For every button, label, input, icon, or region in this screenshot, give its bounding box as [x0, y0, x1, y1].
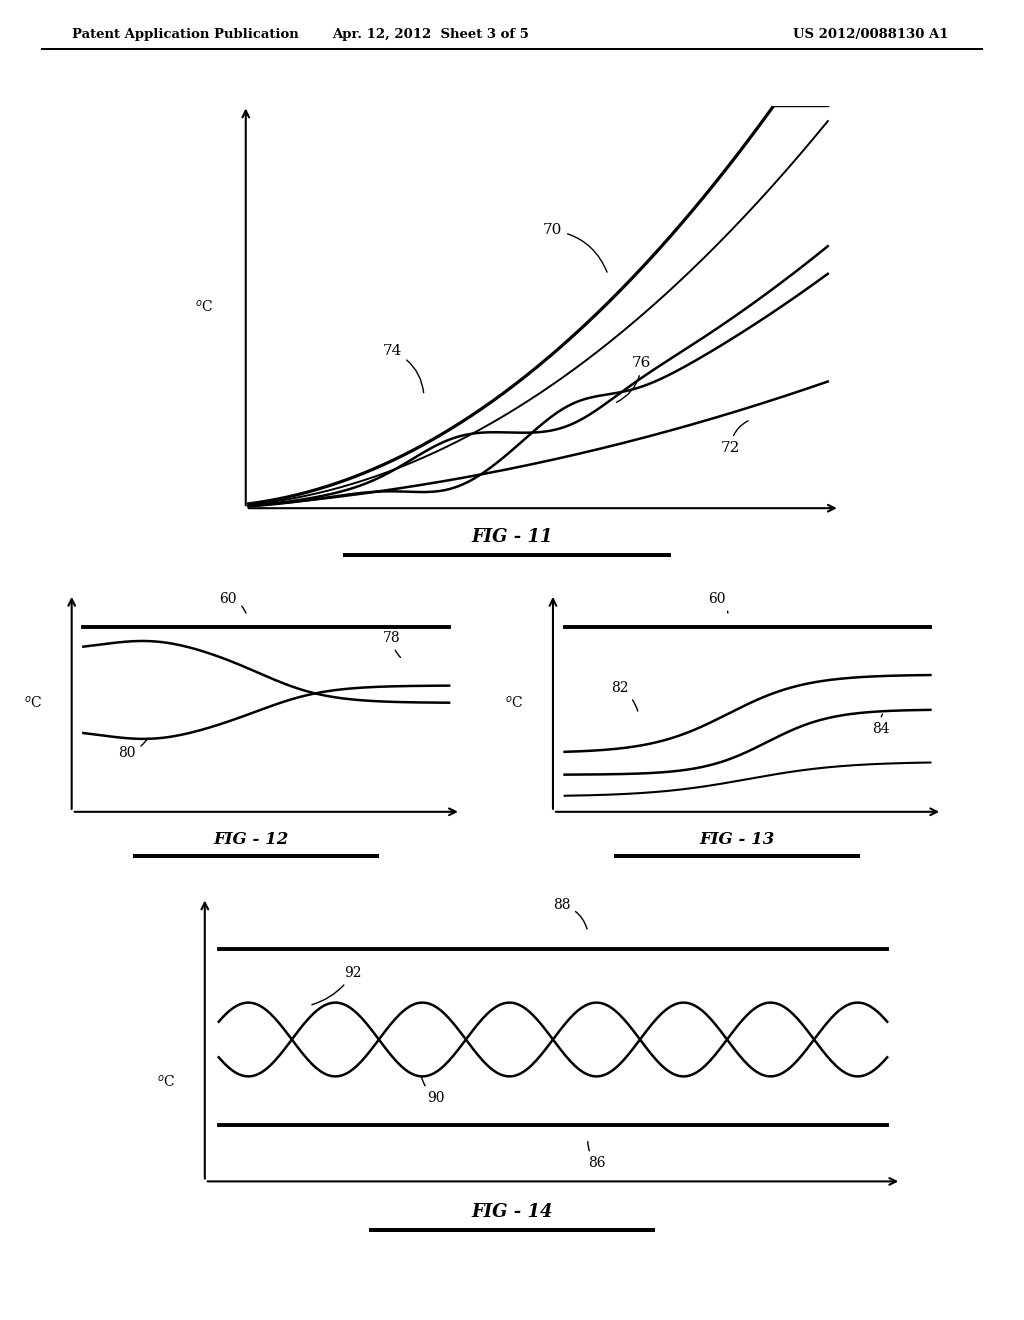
Text: Apr. 12, 2012  Sheet 3 of 5: Apr. 12, 2012 Sheet 3 of 5: [332, 28, 528, 41]
Text: 80: 80: [119, 738, 148, 760]
Text: FIG - 12: FIG - 12: [213, 832, 289, 847]
Text: 84: 84: [872, 714, 890, 737]
Text: $^o$C: $^o$C: [505, 694, 523, 711]
Text: 82: 82: [611, 681, 638, 711]
Text: US 2012/0088130 A1: US 2012/0088130 A1: [793, 28, 948, 41]
Text: FIG - 14: FIG - 14: [471, 1203, 553, 1221]
Text: $^o$C: $^o$C: [24, 694, 42, 711]
Text: 72: 72: [721, 421, 749, 455]
Text: 92: 92: [312, 966, 361, 1005]
Text: 88: 88: [553, 898, 587, 929]
Text: Patent Application Publication: Patent Application Publication: [72, 28, 298, 41]
Text: 76: 76: [616, 356, 651, 403]
Text: 70: 70: [543, 223, 607, 272]
Text: $^o$C: $^o$C: [195, 298, 213, 315]
Text: 74: 74: [382, 345, 424, 393]
Text: FIG - 13: FIG - 13: [699, 832, 775, 847]
Text: 60: 60: [709, 591, 728, 612]
Text: 86: 86: [588, 1142, 605, 1171]
Text: $^o$C: $^o$C: [158, 1074, 176, 1090]
Text: 78: 78: [383, 631, 400, 657]
Text: 60: 60: [219, 591, 246, 614]
Text: 90: 90: [421, 1076, 445, 1105]
Text: FIG - 11: FIG - 11: [471, 528, 553, 546]
